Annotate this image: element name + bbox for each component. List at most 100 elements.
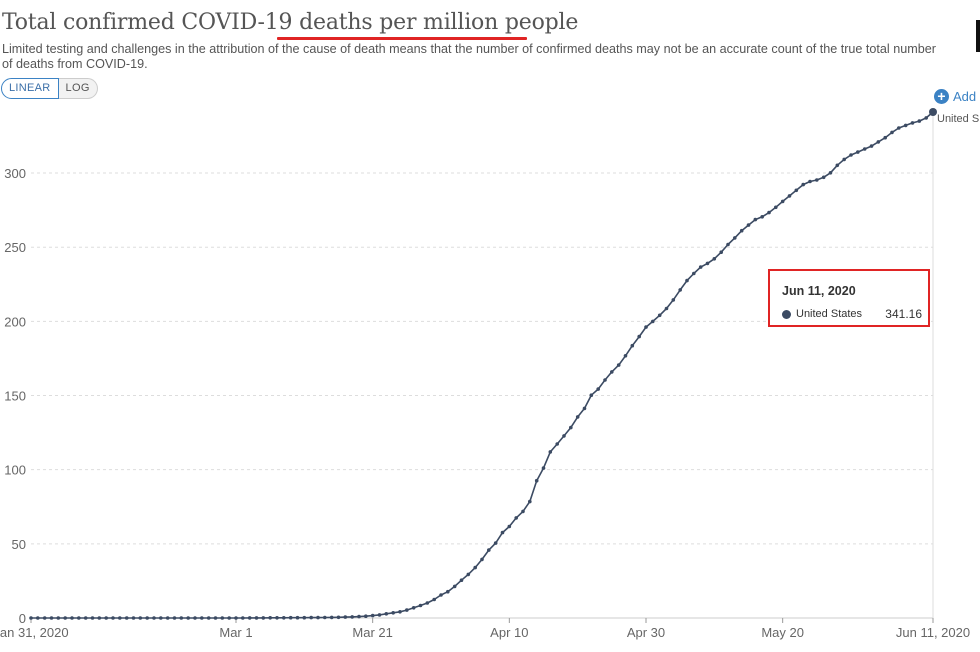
data-point	[493, 541, 498, 545]
data-point	[432, 597, 437, 602]
data-point	[206, 616, 211, 620]
data-point	[138, 616, 143, 620]
data-point	[473, 565, 478, 570]
data-point	[685, 278, 689, 283]
data-point	[610, 370, 614, 374]
add-country-label: Add	[953, 89, 977, 104]
data-point	[528, 499, 532, 504]
data-point	[555, 442, 559, 446]
data-point	[603, 378, 607, 382]
data-point	[582, 406, 587, 411]
data-point	[664, 306, 669, 311]
data-point	[569, 425, 573, 430]
data-point	[903, 123, 908, 128]
data-point	[821, 175, 826, 180]
data-point	[49, 616, 54, 620]
data-point	[268, 616, 273, 620]
series-line	[31, 111, 934, 619]
data-point	[405, 608, 409, 612]
data-point	[876, 140, 881, 144]
end-point-marker	[929, 108, 937, 116]
data-point	[815, 178, 819, 182]
y-tick-label: 50	[12, 537, 26, 552]
data-point	[733, 236, 737, 240]
data-point	[500, 530, 505, 535]
data-point	[787, 194, 792, 198]
data-point	[316, 615, 320, 620]
data-point	[234, 616, 238, 620]
data-point	[562, 434, 566, 438]
data-point	[575, 415, 580, 419]
plus-circle-icon: +	[934, 89, 949, 104]
series-color-dot	[782, 309, 791, 319]
data-point	[801, 182, 805, 187]
add-country-button[interactable]: + Add	[934, 89, 976, 104]
chart-subtitle: Limited testing and challenges in the at…	[2, 42, 936, 71]
x-axis-ticks: Jan 31, 2020 Mar 1 Mar 21 Apr 10 Apr 30 May 2…	[0, 618, 970, 640]
y-tick-label: 300	[4, 166, 26, 181]
data-point	[97, 616, 102, 620]
data-point	[42, 616, 47, 620]
data-point	[883, 135, 887, 140]
data-point	[487, 548, 491, 552]
data-point	[521, 509, 525, 514]
data-point	[309, 615, 314, 620]
x-tick-label: May 20	[761, 625, 804, 640]
y-tick-label: 100	[4, 463, 26, 478]
data-point	[712, 257, 717, 261]
linear-scale-button[interactable]: LINEAR	[1, 78, 59, 99]
data-point	[678, 288, 682, 292]
data-point	[616, 363, 621, 367]
data-point	[90, 616, 95, 620]
data-point	[657, 313, 662, 318]
data-point	[514, 516, 518, 520]
log-scale-button[interactable]: LOG	[58, 78, 98, 99]
chart-title: Total confirmed COVID-19 deaths per mill…	[2, 10, 578, 35]
data-point	[213, 616, 218, 620]
tooltip-value: 341.16	[885, 307, 922, 321]
data-point	[897, 126, 901, 130]
data-point	[466, 572, 471, 577]
data-point	[200, 616, 204, 620]
data-point	[534, 478, 539, 483]
data-point	[753, 217, 758, 222]
data-point	[480, 557, 484, 562]
data-point	[179, 616, 184, 620]
data-point	[760, 215, 764, 219]
data-point	[241, 616, 245, 620]
y-tick-label: 250	[4, 240, 26, 255]
data-point	[739, 228, 744, 233]
edge-marker	[976, 20, 980, 52]
y-gridlines	[31, 172, 933, 619]
title-plain-part: Total confirmed COVID-19	[2, 10, 300, 35]
data-point	[767, 210, 771, 215]
title-highlight-underline	[277, 37, 527, 40]
data-point	[247, 616, 252, 620]
data-point	[856, 150, 860, 154]
data-point	[227, 616, 231, 620]
data-point	[452, 584, 457, 589]
data-point	[630, 343, 635, 348]
data-point	[692, 271, 696, 276]
data-point	[726, 242, 730, 247]
data-point	[596, 387, 600, 391]
y-tick-label: 0	[19, 611, 26, 626]
data-point	[446, 589, 450, 594]
data-point	[111, 616, 115, 620]
data-point	[329, 615, 334, 620]
x-tick-label: Apr 30	[627, 625, 665, 640]
tooltip-row: United States 341.16	[782, 307, 922, 321]
data-point	[910, 121, 915, 125]
data-point	[698, 265, 703, 269]
data-point	[220, 616, 225, 620]
data-point	[282, 616, 286, 620]
data-point	[261, 616, 266, 620]
data-point	[193, 616, 197, 620]
data-point	[808, 179, 812, 184]
data-point	[350, 615, 355, 619]
series-united-states[interactable]: United S	[29, 108, 979, 620]
tooltip: Jun 11, 2020 United States 341.16	[768, 269, 930, 327]
data-point	[411, 606, 416, 610]
data-point	[637, 334, 641, 339]
